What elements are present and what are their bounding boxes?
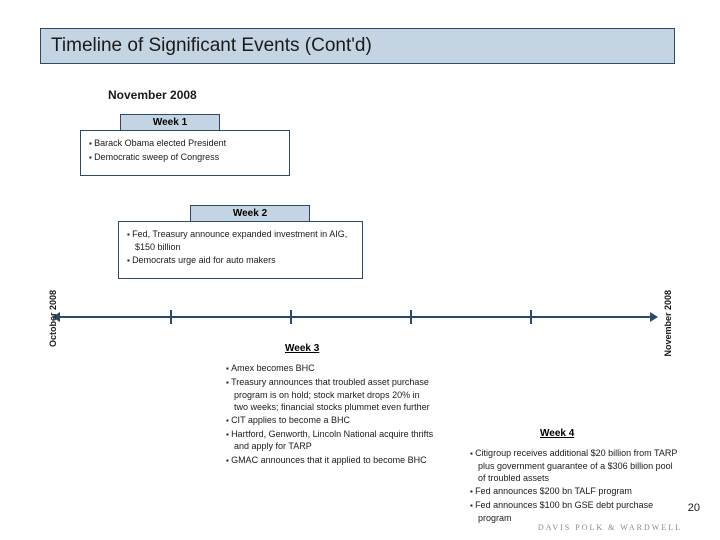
axis-tick xyxy=(530,310,532,324)
page-number: 20 xyxy=(688,502,700,514)
week2-box: Fed, Treasury announce expanded investme… xyxy=(118,221,363,279)
axis-tick xyxy=(290,310,292,324)
axis-tick xyxy=(410,310,412,324)
week1-item: Democratic sweep of Congress xyxy=(89,151,281,164)
week4-item: Fed announces $200 bn TALF program xyxy=(470,485,682,498)
week3-item: GMAC announces that it applied to become… xyxy=(226,454,435,467)
week1-box: Barack Obama elected President Democrati… xyxy=(80,130,290,176)
footer-firm-name: DAVIS POLK & WARDWELL xyxy=(538,523,682,532)
week4-content: Citigroup receives additional $20 billio… xyxy=(462,443,690,529)
week3-item: CIT applies to become a BHC xyxy=(226,414,435,427)
week4-heading: Week 4 xyxy=(540,428,574,439)
week2-item: Democrats urge aid for auto makers xyxy=(127,254,354,267)
axis-tick xyxy=(170,310,172,324)
week1-content: Barack Obama elected President Democrati… xyxy=(81,133,289,169)
week3-heading: Week 3 xyxy=(285,343,319,354)
week4-item: Citigroup receives additional $20 billio… xyxy=(470,447,682,484)
week3-content: Amex becomes BHC Treasury announces that… xyxy=(218,358,443,471)
week3-box: Amex becomes BHC Treasury announces that… xyxy=(218,358,443,471)
axis-left-label: October 2008 xyxy=(48,290,58,347)
week2-item: Fed, Treasury announce expanded investme… xyxy=(127,228,354,253)
week2-tab: Week 2 xyxy=(190,205,310,222)
week1-tab: Week 1 xyxy=(120,114,220,131)
timeline-axis xyxy=(60,316,650,318)
axis-right-label: November 2008 xyxy=(663,290,673,357)
slide-title-box: Timeline of Significant Events (Cont'd) xyxy=(40,28,675,64)
week1-item: Barack Obama elected President xyxy=(89,137,281,150)
week4-box: Citigroup receives additional $20 billio… xyxy=(462,443,690,529)
week2-content: Fed, Treasury announce expanded investme… xyxy=(119,224,362,272)
week3-item: Amex becomes BHC xyxy=(226,362,435,375)
slide-title: Timeline of Significant Events (Cont'd) xyxy=(51,35,372,56)
week4-item: Fed announces $100 bn GSE debt purchase … xyxy=(470,499,682,524)
week3-item: Treasury announces that troubled asset p… xyxy=(226,376,435,413)
axis-arrow-right-icon xyxy=(650,312,658,322)
week3-item: Hartford, Genworth, Lincoln National acq… xyxy=(226,428,435,453)
month-label: November 2008 xyxy=(108,88,197,102)
